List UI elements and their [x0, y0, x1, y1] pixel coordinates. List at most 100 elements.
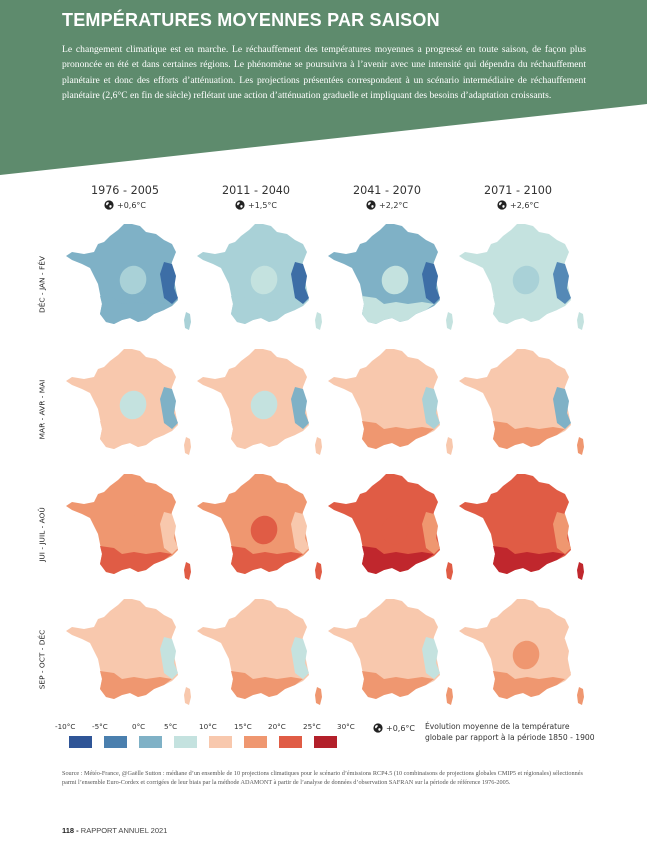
legend-tick: -5°C: [92, 722, 108, 731]
period-label: 2071 - 2100: [483, 184, 553, 197]
france-south: [231, 671, 303, 699]
source-note: Source : Météo-France, @Gaëlle Sutton : …: [62, 770, 583, 786]
france-alps: [291, 512, 309, 554]
france-alps: [553, 387, 571, 429]
france-alps: [291, 262, 309, 304]
legend-description-line: Évolution moyenne de la température: [425, 722, 570, 731]
legend-swatch: [209, 736, 232, 748]
france-map: [453, 468, 588, 586]
corse: [446, 437, 453, 455]
france-south: [362, 671, 434, 699]
page-number: 118 -: [62, 826, 79, 835]
globe-icon: [497, 200, 507, 210]
legend-swatch: [244, 736, 267, 748]
legend-tick: -10°C: [55, 722, 76, 731]
france-map: [322, 593, 457, 711]
france-alps: [422, 262, 440, 304]
france-south: [100, 296, 172, 324]
france-south: [100, 546, 172, 574]
corse: [315, 437, 322, 455]
france-south: [493, 671, 565, 699]
page-title: TEMPÉRATURES MOYENNES PAR SAISON: [62, 10, 440, 30]
france-south: [493, 296, 565, 324]
france-centre: [381, 640, 409, 670]
france-south: [100, 671, 172, 699]
france-centre: [250, 640, 278, 670]
page-footer: 118 - RAPPORT ANNUEL 2021: [62, 826, 167, 835]
period-label: 2011 - 2040: [221, 184, 291, 197]
france-map: [60, 343, 195, 461]
globe-icon: [235, 200, 245, 210]
period-delta: +2,6°C: [509, 200, 539, 210]
legend-tick: 25°C: [303, 722, 321, 731]
france-centre: [119, 390, 147, 420]
corse: [446, 312, 453, 330]
period-delta: +1,5°C: [247, 200, 277, 210]
france-map: [60, 593, 195, 711]
france-map: [191, 218, 326, 336]
season-label-autumn: SEP - OCT - DÉC: [37, 629, 47, 690]
period-label: 1976 - 2005: [90, 184, 160, 197]
france-map: [60, 218, 195, 336]
legend-tick: 10°C: [199, 722, 217, 731]
corse: [577, 312, 584, 330]
period-header-1: 1976 - 2005 +0,6°C: [65, 184, 185, 210]
corse: [577, 437, 584, 455]
france-centre: [250, 515, 278, 545]
france-map: [322, 468, 457, 586]
france-map: [191, 468, 326, 586]
france-south: [362, 296, 434, 324]
france-south: [231, 421, 303, 449]
france-centre: [250, 390, 278, 420]
france-map: [453, 343, 588, 461]
corse: [577, 562, 584, 580]
france-centre: [512, 265, 540, 295]
corse: [315, 562, 322, 580]
corse: [315, 687, 322, 705]
legend-swatch: [104, 736, 127, 748]
france-centre: [381, 390, 409, 420]
globe-icon: [104, 200, 114, 210]
legend-tick: 20°C: [268, 722, 286, 731]
period-delta: +2,2°C: [378, 200, 408, 210]
france-alps: [422, 512, 440, 554]
corse: [577, 687, 584, 705]
france-alps: [160, 637, 178, 679]
france-alps: [291, 387, 309, 429]
france-south: [362, 546, 434, 574]
france-map: [322, 343, 457, 461]
france-map: [453, 593, 588, 711]
legend-swatch: [174, 736, 197, 748]
france-centre: [119, 265, 147, 295]
france-south: [231, 546, 303, 574]
legend-note: +0,6°C: [373, 723, 415, 733]
legend-tick: 15°C: [234, 722, 252, 731]
legend-swatch: [314, 736, 337, 748]
corse: [446, 562, 453, 580]
legend-description-line: globale par rapport à la période 1850 - …: [425, 732, 595, 742]
season-label-spring: MAR - AVR - MAI: [37, 379, 47, 440]
france-south: [231, 296, 303, 324]
legend-tick: 5°C: [164, 722, 178, 731]
corse: [446, 687, 453, 705]
france-alps: [553, 262, 571, 304]
legend-tick: 0°C: [132, 722, 146, 731]
corse: [184, 562, 191, 580]
period-delta: +0,6°C: [116, 200, 146, 210]
globe-icon: [373, 723, 383, 733]
france-centre: [512, 515, 540, 545]
france-map: [453, 218, 588, 336]
france-centre: [119, 640, 147, 670]
france-alps: [553, 637, 571, 679]
france-centre: [512, 640, 540, 670]
france-map: [191, 593, 326, 711]
france-alps: [291, 637, 309, 679]
france-south: [493, 421, 565, 449]
period-header-2: 2011 - 2040 +1,5°C: [196, 184, 316, 210]
corse: [315, 312, 322, 330]
france-map: [322, 218, 457, 336]
period-header-3: 2041 - 2070 +2,2°C: [327, 184, 447, 210]
season-label-summer: JUI - JUIL - AOÛ: [37, 507, 47, 562]
legend-swatch: [279, 736, 302, 748]
france-south: [493, 546, 565, 574]
